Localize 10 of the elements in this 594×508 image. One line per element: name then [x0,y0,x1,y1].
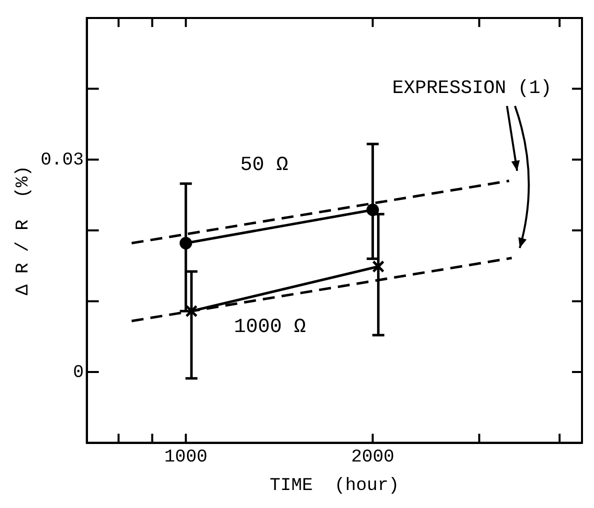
x-tick-label: 1000 [164,447,208,468]
y-tick-label: 0 [72,362,84,383]
point [185,304,198,318]
series-label: 1000 Ω [234,316,306,340]
x-tick-label: 2000 [351,447,394,468]
y-tick-label: 0.03 [40,150,84,170]
y-axis-title: Δ R / R (%) [14,166,34,296]
text: 50 Ω [240,154,288,177]
annotation: EXPRESSION (1) [392,77,552,100]
x-axis-title: TIME (hour) [270,476,400,496]
